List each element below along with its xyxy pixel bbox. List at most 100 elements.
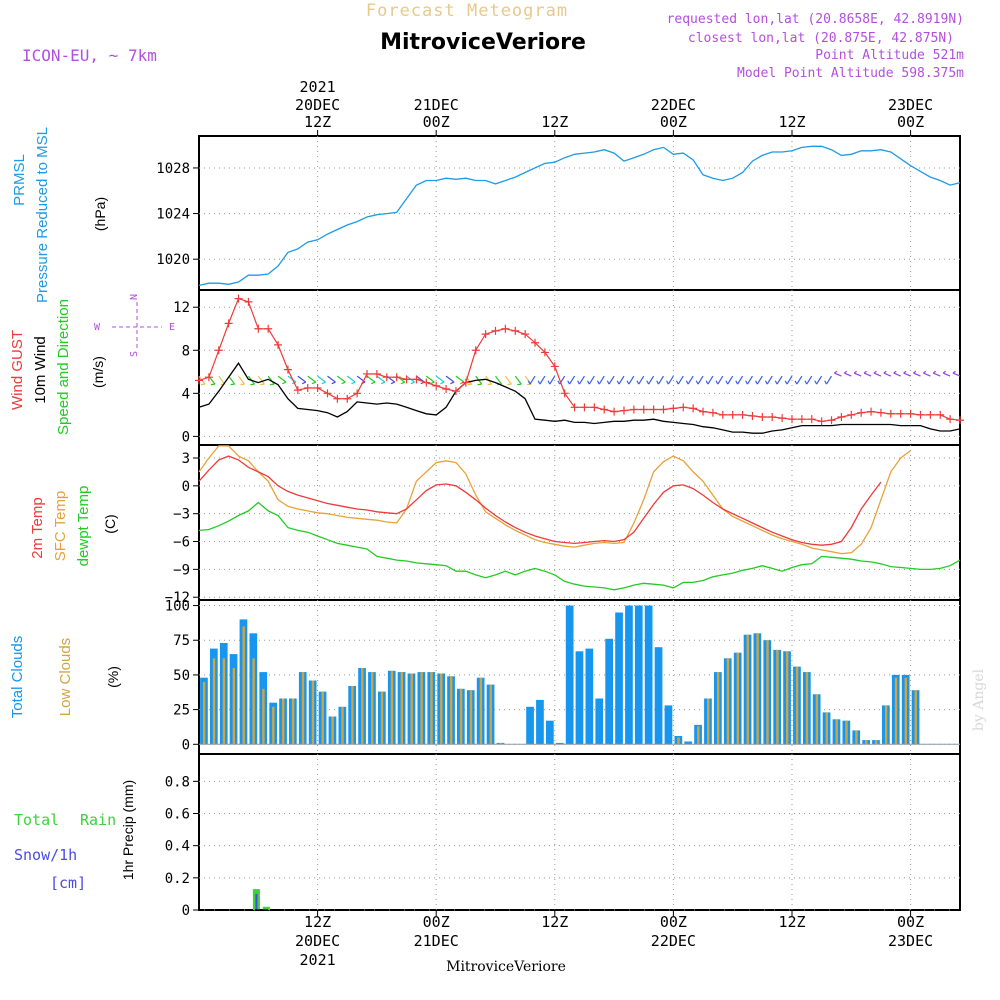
wind-arrow-head: [646, 380, 650, 385]
wind-gust-marker: [442, 385, 451, 394]
wind-gust-marker: [531, 338, 540, 347]
wind-arrow-head: [390, 381, 396, 385]
low-clouds-bar: [311, 680, 315, 745]
wind-gust-marker: [333, 394, 342, 403]
y-tick-label: 3: [182, 451, 190, 467]
total-clouds-bar: [546, 720, 554, 745]
y-tick-label: 0.2: [165, 871, 190, 887]
top-time-label: 00Z: [423, 113, 450, 131]
wind-gust-marker: [857, 408, 866, 417]
low-clouds-bar: [884, 705, 888, 745]
wind-arrow: [648, 375, 655, 385]
wind-gust-marker: [689, 404, 698, 413]
y-tick-label: 1020: [156, 252, 190, 268]
wind-arrow: [529, 375, 536, 385]
bottom-time-label: 00Z: [897, 913, 924, 931]
low-clouds-bar: [282, 698, 285, 745]
wind-gust-marker: [600, 405, 609, 414]
low-clouds-bar: [795, 666, 799, 745]
wind-arrow-head: [487, 383, 492, 386]
wind-arrow-head: [260, 383, 265, 386]
total-clouds-bar: [575, 651, 584, 745]
wind-arrow: [504, 375, 512, 385]
low-clouds-bar: [450, 676, 453, 745]
low-clouds-bar: [825, 712, 828, 745]
top-year-label: 2021: [300, 78, 336, 96]
total-clouds-bar: [536, 699, 544, 745]
bottom-date-label: 22DEC: [651, 932, 696, 950]
y-tick-label: 0.8: [165, 774, 190, 790]
y-tick-label: 25: [173, 703, 190, 719]
precip-axis-titles: Total Rain Snow/1h [cm] 1hr Precip (mm): [14, 780, 136, 892]
wind-arrow-head: [250, 383, 255, 386]
wind-gust-marker: [758, 413, 767, 422]
panel-clouds: 0 25 50 75 100: [165, 599, 961, 755]
total-clouds-bar: [644, 605, 653, 745]
wind-arrow-head: [705, 380, 709, 385]
wind-arrow: [317, 375, 326, 383]
low-clouds-bar: [865, 740, 868, 745]
low-clouds-bar: [469, 690, 473, 745]
low-clouds-bar: [222, 658, 226, 745]
low-clouds-bar: [459, 688, 463, 745]
wind-gust-marker: [847, 410, 856, 419]
low-clouds-bar: [400, 672, 403, 745]
wind-arrow-head: [675, 380, 679, 385]
top-date-label: 20DEC: [295, 96, 340, 114]
wind-arrow: [826, 375, 833, 385]
low-clouds-bar: [390, 670, 394, 745]
low-clouds-bar: [202, 681, 206, 745]
wind-gust-marker: [896, 409, 905, 418]
wind-gust-marker: [274, 340, 283, 349]
total-clouds-bar: [605, 638, 613, 745]
low-clouds-bar: [440, 673, 443, 745]
wind-gust-marker: [195, 376, 203, 385]
wind-arrow-head: [725, 380, 729, 385]
wind-arrow: [445, 375, 455, 383]
low-clouds-bar: [321, 691, 324, 745]
wind-gust-marker: [610, 407, 619, 416]
forecast-meteogram-title: Forecast Meteogram: [366, 1, 568, 21]
y-tick-label: 4: [182, 386, 190, 402]
wind-arrow: [435, 375, 445, 383]
wind-arrow-head: [321, 381, 326, 385]
wind-arrow: [893, 372, 901, 377]
2m-temp-line: [198, 455, 882, 546]
wind-arrow: [796, 375, 803, 385]
model-label: ICON-EU, ~ 7km: [22, 46, 157, 65]
wind-arrow: [257, 375, 265, 385]
wind-arrow-head: [210, 383, 215, 386]
bottom-time-label: 00Z: [423, 913, 450, 931]
y-tick-label: 12: [173, 300, 190, 316]
wind-arrow: [657, 375, 665, 385]
sfc-temp-label: SFC Temp: [52, 491, 69, 562]
wind-arrow-head: [903, 370, 907, 374]
wind-arrow: [218, 375, 226, 385]
low-clouds-bar: [875, 740, 878, 745]
wind-gust-marker: [797, 415, 806, 424]
wind-gust-marker: [471, 346, 480, 355]
low-clouds-bar: [756, 633, 759, 745]
station-title: MitroviceVeriore: [380, 30, 586, 55]
wind-arrow: [337, 375, 346, 383]
wind-arrow: [816, 375, 823, 385]
wind-arrow: [524, 375, 532, 385]
wind-arrow: [327, 375, 336, 383]
wind-arrow-head: [804, 380, 808, 385]
wind-gust-marker: [738, 410, 747, 419]
wind-arrow-head: [230, 383, 235, 386]
wind-gust-marker: [343, 394, 352, 403]
wind-arrow-head: [467, 383, 472, 386]
wind-gust-marker: [550, 362, 559, 371]
wind-arrow: [727, 375, 734, 385]
wind-gust-label: Wind GUST: [9, 330, 26, 410]
top-date-label: 23DEC: [888, 96, 933, 114]
low-clouds-bar: [726, 658, 730, 745]
low-clouds-bar: [677, 737, 680, 745]
wind-gust-marker: [946, 415, 955, 424]
wind-arrow: [539, 375, 546, 385]
panel-pressure: 1020 1024 1028: [156, 135, 961, 291]
pressure-line: [198, 145, 961, 287]
wind-arrow-head: [784, 380, 788, 385]
